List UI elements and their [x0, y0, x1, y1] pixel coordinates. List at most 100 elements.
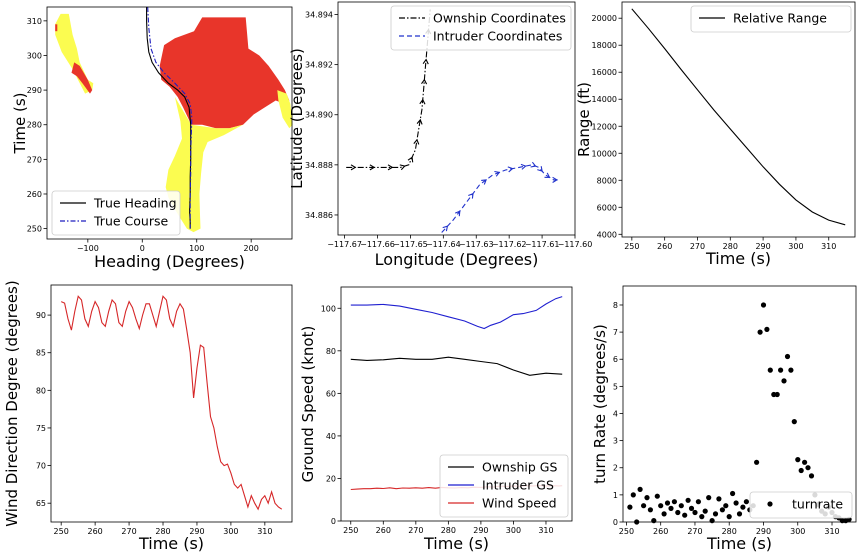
chart-map: −117.67−117.66−117.65−117.64−117.63−117.…	[288, 1, 592, 269]
y-tick-label: 70	[36, 462, 46, 471]
data-point	[774, 391, 780, 398]
data-point	[699, 514, 705, 520]
y-tick-label: 16000	[592, 68, 617, 77]
data-point	[778, 367, 784, 373]
data-point	[767, 367, 773, 373]
data-point	[647, 507, 654, 513]
legend-box	[439, 454, 569, 518]
data-point	[627, 504, 633, 510]
x-tick-label: −100	[77, 244, 99, 253]
y-tick-label: 310	[27, 17, 42, 26]
heading-arrow	[530, 161, 537, 168]
series-line	[350, 356, 563, 376]
x-tick-label: 290	[756, 527, 771, 536]
data-point	[702, 508, 708, 514]
y-tick-label: 0	[331, 517, 336, 526]
y-tick-label: 300	[27, 51, 42, 60]
plot-frame	[340, 286, 573, 522]
legend: turnrate	[749, 491, 853, 519]
x-axis-label: Heading (Degrees)	[94, 252, 245, 271]
y-tick-label: 270	[27, 155, 42, 164]
data-point	[764, 326, 770, 332]
y-tick-label: 5	[613, 382, 618, 391]
data-point	[784, 353, 791, 360]
y-tick-label: 80	[36, 386, 46, 395]
y-tick-label: 4	[613, 409, 618, 418]
y-tick-label: 20000	[592, 14, 617, 23]
x-tick-label: 310	[824, 527, 839, 536]
legend-label: Intruder GS	[482, 478, 554, 493]
legend-label: True Course	[93, 214, 168, 229]
y-tick-label: 260	[27, 190, 42, 199]
data-point	[733, 500, 739, 506]
y-tick-label: 10000	[592, 149, 617, 158]
data-point	[664, 500, 671, 506]
data-point	[668, 505, 674, 511]
y-tick-label: 250	[27, 225, 42, 234]
data-point	[630, 492, 636, 498]
x-tick-label: 260	[87, 527, 102, 536]
x-tick-label: 250	[619, 527, 634, 536]
x-tick-label: 300	[790, 527, 805, 536]
red-region	[159, 17, 290, 129]
x-tick-label: 260	[376, 526, 391, 535]
x-tick-label: 200	[244, 244, 259, 253]
x-tick-label: 270	[121, 527, 136, 536]
x-tick-label: −117.66	[360, 240, 395, 249]
data-point	[723, 503, 729, 509]
data-point	[788, 367, 794, 373]
y-tick-label: 8000	[597, 176, 617, 185]
plot-frame	[50, 284, 293, 523]
x-tick-label: 280	[722, 527, 737, 536]
x-axis-label: Time (s)	[706, 534, 772, 553]
heading-arrow	[369, 164, 376, 171]
heading-arrow	[413, 138, 420, 145]
x-tick-label: 270	[408, 526, 423, 535]
x-axis-label: Time (s)	[423, 534, 489, 553]
legend: Ownship GS Intruder GS Wind Speed	[439, 454, 569, 518]
data-point	[781, 378, 787, 384]
x-tick-label: 250	[624, 242, 639, 251]
heading-arrow	[350, 164, 357, 171]
legend: Relative Range	[690, 5, 852, 33]
x-tick-label: −117.61	[525, 240, 560, 249]
data-point	[637, 486, 643, 492]
x-tick-label: 250	[54, 527, 69, 536]
x-tick-label: 270	[687, 527, 702, 536]
data-point	[754, 459, 760, 465]
y-tick-label: 6	[613, 355, 618, 364]
data-point	[798, 467, 804, 474]
heading-arrow	[387, 164, 394, 171]
heading-arrow	[507, 166, 514, 173]
heading-arrow	[520, 163, 527, 170]
y-tick-label: 40	[326, 432, 336, 441]
chart-wind: 250 260 270 280 290 300 310 65 70 75 80 85 90 Time (s…	[3, 280, 293, 553]
x-axis-label: Time (s)	[138, 534, 204, 553]
data-point	[688, 505, 695, 511]
y-tick-label: 1	[613, 491, 618, 500]
y-tick-label: 4000	[597, 230, 617, 239]
data-point	[641, 503, 647, 509]
data-point	[719, 507, 726, 513]
x-tick-label: 100	[189, 244, 204, 253]
data-point	[685, 497, 691, 503]
y-tick-label: 65	[36, 499, 46, 508]
y-tick-label: 8	[613, 301, 618, 310]
heading-arrow	[421, 78, 428, 85]
heading-arrow	[442, 225, 449, 232]
legend-label: Ownship Coordinates	[433, 11, 566, 26]
y-tick-label: 34.888	[305, 161, 333, 170]
y-tick-label: 14000	[592, 95, 617, 104]
plot-frame	[622, 285, 857, 523]
x-tick-label: 0	[140, 244, 145, 253]
data-point	[740, 504, 746, 510]
legend: Ownship Coordinates Intruder Coordinates	[390, 5, 572, 51]
y-tick-label: 20	[326, 474, 336, 483]
data-point	[709, 518, 715, 524]
red-region	[71, 62, 93, 94]
y-tick-label: 280	[27, 121, 42, 130]
legend-label: Ownship GS	[482, 460, 557, 475]
data-point	[808, 473, 815, 479]
chart-speed: 250 260 270 280 290 300 310 0 20 40 60 80 100 Time (s…	[299, 286, 573, 553]
legend-label: Wind Speed	[482, 496, 557, 511]
